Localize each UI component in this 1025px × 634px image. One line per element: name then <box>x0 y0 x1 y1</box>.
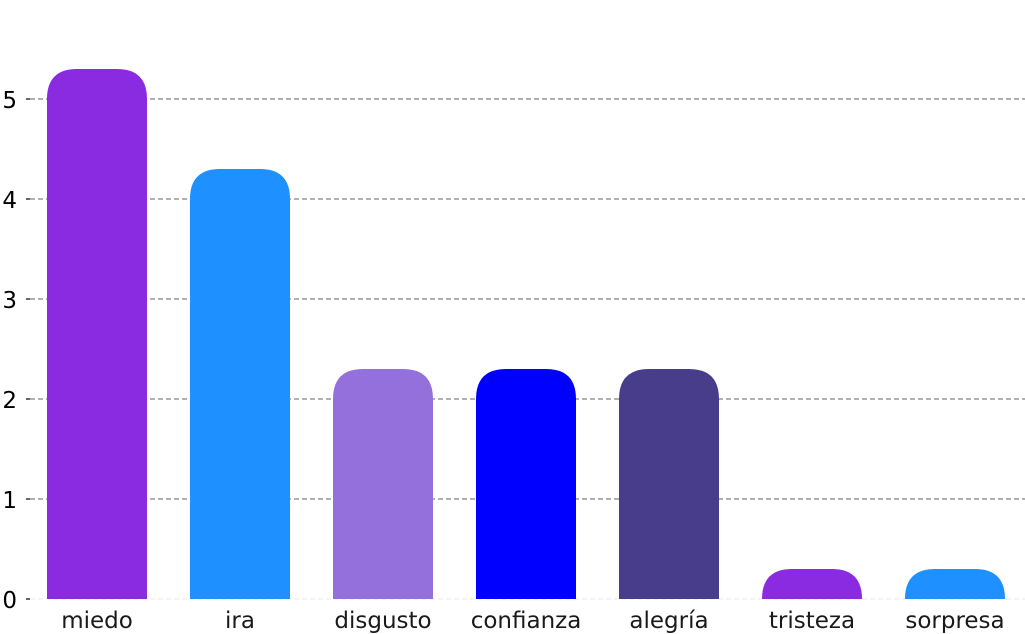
bar-miedo <box>47 69 147 599</box>
bar-disgusto <box>333 369 433 599</box>
x-tick-label-sorpresa: sorpresa <box>905 608 1004 634</box>
bar-confianza <box>476 369 576 599</box>
bar-alegría <box>619 369 719 599</box>
bar-sorpresa <box>905 569 1005 599</box>
y-tick-label-5: 5 <box>2 88 17 114</box>
x-axis-labels: miedo ira disgusto confianza alegría tristeza… <box>61 608 1004 634</box>
x-tick-label-alegría: alegría <box>629 608 708 634</box>
x-tick-label-miedo: miedo <box>61 608 133 634</box>
bar-tristeza <box>762 569 862 599</box>
bar-ira <box>190 169 290 599</box>
x-tick-label-confianza: confianza <box>471 608 582 634</box>
y-tick-label-0: 0 <box>2 588 17 614</box>
x-tick-label-disgusto: disgusto <box>334 608 431 634</box>
y-axis-ticks: 0 1 2 3 4 5 <box>2 88 30 614</box>
y-tick-label-3: 3 <box>2 288 17 314</box>
x-tick-label-ira: ira <box>225 608 255 634</box>
y-tick-label-1: 1 <box>2 488 17 514</box>
x-tick-label-tristeza: tristeza <box>769 608 855 634</box>
y-tick-label-2: 2 <box>2 388 17 414</box>
y-tick-label-4: 4 <box>2 188 17 214</box>
bars <box>47 69 1005 599</box>
